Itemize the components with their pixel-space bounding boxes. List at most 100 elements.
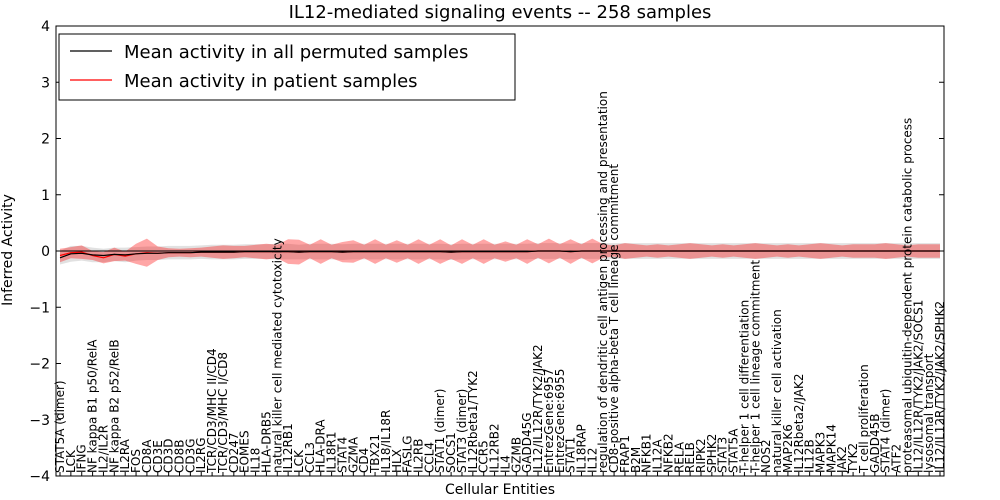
x-tick-label: IL18 bbox=[249, 448, 263, 474]
y-tick-label: −3 bbox=[29, 413, 50, 429]
y-tick-label: −4 bbox=[29, 469, 50, 485]
confidence-bands bbox=[60, 238, 940, 267]
x-tick-label: IL12Rbeta2/JAK2 bbox=[792, 373, 806, 473]
x-tick-label: STAT4 bbox=[336, 437, 350, 473]
x-tick-label: NF kappa B2 p52/RelB bbox=[107, 339, 121, 473]
x-tick-label: T-helper 1 cell lineage commitment bbox=[748, 260, 762, 474]
x-tick-label: NF kappa B1 p50/RelA bbox=[86, 339, 100, 473]
x-tick-label: IL12/IL12R/TYK2/JAK2/SOCS1 bbox=[911, 300, 925, 473]
x-tick-label: STAT5A bbox=[727, 428, 741, 473]
x-tick-label: CD8B bbox=[173, 439, 187, 473]
x-tick-label: IL2RB bbox=[412, 439, 426, 473]
x-tick-label: GZMA bbox=[346, 436, 360, 473]
y-tick-label: 4 bbox=[41, 19, 50, 35]
legend: Mean activity in all permuted samples Me… bbox=[58, 33, 516, 101]
x-tick-label: LCK bbox=[292, 449, 306, 473]
x-tick-label: MAP2K6 bbox=[781, 424, 795, 473]
x-axis-label: Cellular Entities bbox=[445, 482, 555, 498]
x-tick-label: FRAP1 bbox=[618, 435, 632, 473]
x-tick-label: IL12Rbeta1/TYK2 bbox=[466, 370, 480, 473]
x-tick-label: STAT4 (dimer) bbox=[879, 389, 893, 473]
y-tick-label: −1 bbox=[29, 300, 50, 316]
chart-title: IL12-mediated signaling events -- 258 sa… bbox=[289, 2, 712, 23]
x-tick-label: IL18R1 bbox=[325, 432, 339, 473]
x-tick-label: IL12 bbox=[585, 447, 599, 473]
x-tick-label: SOCS1 bbox=[444, 432, 458, 473]
x-tick-label: HLA-DRA bbox=[314, 419, 328, 473]
series-lines bbox=[59, 250, 940, 259]
x-tick-label: SPHK2 bbox=[705, 434, 719, 473]
x-tick-label: CCR5 bbox=[477, 440, 491, 473]
x-tick-label: IL12B bbox=[803, 439, 817, 473]
x-tick-label: JAK2 bbox=[835, 446, 849, 474]
x-tick-label: IL4 bbox=[498, 455, 512, 473]
x-tick-label: EntrezGene:6957 bbox=[542, 369, 556, 474]
x-tick-label: HLA-DRB5 bbox=[259, 411, 273, 473]
y-tick-label: 0 bbox=[41, 244, 50, 260]
plot-frame bbox=[55, 25, 945, 477]
x-tick-label: TBX21 bbox=[368, 434, 382, 474]
band-patient bbox=[60, 238, 940, 267]
x-tick-label: lysosomal transport bbox=[922, 353, 936, 473]
x-tick-label: CCL4 bbox=[422, 442, 436, 473]
y-tick-label: 1 bbox=[41, 188, 50, 204]
x-tick-label: GZMB bbox=[509, 437, 523, 473]
x-tick-label: proteasomal ubiquitin-dependent protein … bbox=[900, 118, 914, 473]
y-tick-label: 2 bbox=[41, 132, 50, 148]
x-tick-label: IL12RB2 bbox=[488, 423, 502, 473]
x-tick-label: B2M bbox=[629, 447, 643, 473]
x-tick-label: CCL3 bbox=[303, 442, 317, 473]
x-tick-label: T cell proliferation bbox=[857, 364, 871, 474]
x-tick-label: TCR/CD3/MHC I/CD8 bbox=[216, 352, 230, 474]
y-tick-label: 3 bbox=[41, 75, 50, 91]
x-tick-label: STAT1 (dimer) bbox=[433, 389, 447, 473]
x-tick-label: TYK2 bbox=[846, 443, 860, 474]
x-tick-label: EntrezGene:6955 bbox=[553, 369, 567, 474]
x-tick-label: IL2RG bbox=[194, 437, 208, 473]
x-tick-label: NOS2 bbox=[759, 439, 773, 473]
x-tick-label: regulation of dendritic cell antigen pro… bbox=[596, 91, 610, 473]
x-tick-label: EOMES bbox=[238, 430, 252, 473]
y-axis: 4 3 2 1 0 −1 −2 −3 −4 bbox=[29, 19, 944, 485]
x-tick-label: natural killer cell mediated cytotoxicit… bbox=[270, 238, 284, 473]
x-tick-label: IFNG bbox=[75, 444, 89, 473]
x-tick-label: RELB bbox=[683, 442, 697, 473]
x-tick-label: TCR/CD3/MHC II/CD4 bbox=[205, 348, 219, 474]
legend-label-patient: Mean activity in patient samples bbox=[124, 71, 418, 92]
x-tick-label: FASLG bbox=[401, 435, 415, 473]
x-tick-label: T-helper 1 cell differentiation bbox=[737, 300, 751, 474]
x-tick-label: RIPK2 bbox=[694, 438, 708, 473]
x-tick-label: LCK bbox=[64, 449, 78, 473]
x-tick-label: IL2/IL2R bbox=[97, 425, 111, 473]
x-tick-label: HLX bbox=[390, 449, 404, 473]
x-tick-label: CD247 bbox=[227, 432, 241, 473]
x-tick-label: natural killer cell activation bbox=[770, 309, 784, 473]
x-tick-label: IL18/IL18R bbox=[379, 410, 393, 473]
x-tick-label: STAT3 (dimer) bbox=[455, 389, 469, 473]
x-tick-label: RELA bbox=[672, 441, 686, 473]
x-tick-label: MAPK14 bbox=[824, 424, 838, 473]
x-tick-label: IL18RAP bbox=[575, 424, 589, 473]
y-axis-label: Inferred Activity bbox=[0, 194, 16, 306]
x-tick-label: STAT1 bbox=[564, 437, 578, 473]
legend-label-permuted: Mean activity in all permuted samples bbox=[124, 42, 468, 63]
x-tick-label: CD8A bbox=[140, 439, 154, 473]
x-tick-label: IL12/IL12R/TYK2/JAK2 bbox=[531, 344, 545, 473]
x-tick-label: NFKB1 bbox=[640, 433, 654, 473]
x-tick-label: IL12/IL12R/TYK2/JAK2/SPHK2 bbox=[933, 301, 947, 473]
x-tick-label: IL12A bbox=[651, 438, 665, 472]
legend-box bbox=[58, 33, 516, 101]
x-tick-label: FOS bbox=[129, 449, 143, 473]
x-tick-label: GADD45B bbox=[868, 413, 882, 473]
x-tick-label: CD8-positive alpha-beta T cell lineage c… bbox=[607, 164, 621, 473]
x-tick-label: CD3D bbox=[162, 438, 176, 473]
x-tick-label: STAT3 bbox=[716, 437, 730, 473]
x-tick-label: MAPK3 bbox=[814, 432, 828, 473]
x-tick-label: CD3G bbox=[183, 438, 197, 473]
x-tick-label: CD4 bbox=[357, 448, 371, 473]
x-tick-label: IL12RB1 bbox=[281, 423, 295, 473]
series-line-permuted bbox=[59, 250, 940, 259]
x-tick-label: IL2RA bbox=[118, 438, 132, 473]
